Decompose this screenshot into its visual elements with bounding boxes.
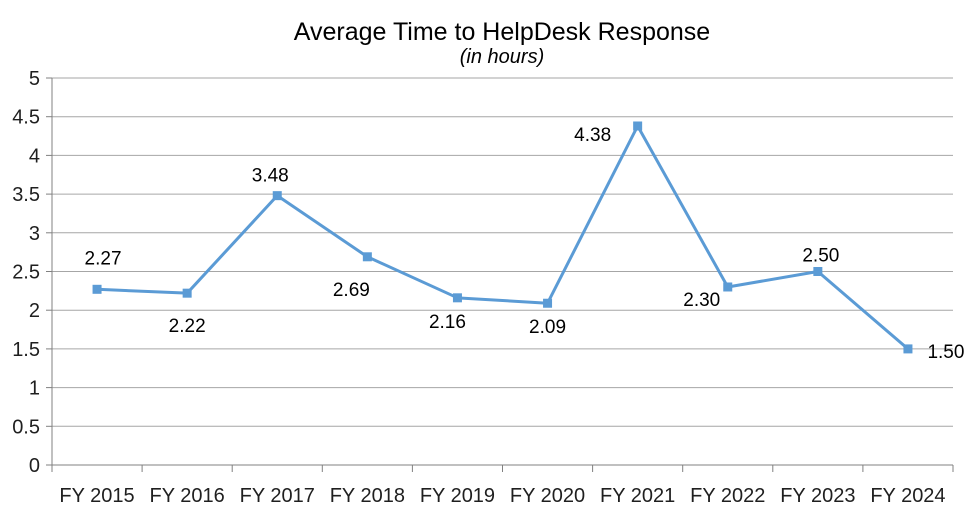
data-point-marker	[182, 288, 192, 298]
data-point-marker	[543, 298, 553, 308]
x-axis-label: FY 2020	[510, 485, 585, 507]
x-axis-label: FY 2019	[420, 485, 495, 507]
y-axis-label: 2.5	[12, 262, 40, 284]
x-axis-label: FY 2018	[330, 485, 405, 507]
series-line	[95, 124, 910, 351]
y-axis-label: 3.5	[12, 184, 40, 206]
data-point-marker	[272, 191, 282, 201]
data-point-marker	[92, 284, 102, 294]
data-point-marker	[633, 121, 643, 131]
y-axis-label: 0.5	[12, 416, 40, 438]
x-axis-label: FY 2021	[600, 485, 675, 507]
data-label: 2.09	[529, 317, 566, 338]
y-axis-label: 2	[29, 300, 40, 322]
x-axis-label: FY 2016	[150, 485, 225, 507]
y-axis-label: 5	[29, 68, 40, 90]
data-label: 2.27	[85, 248, 122, 269]
data-point-marker	[723, 282, 733, 292]
x-axis-label: FY 2015	[59, 485, 134, 507]
y-axis-label: 0	[29, 455, 40, 477]
x-axis-label: FY 2023	[780, 485, 855, 507]
data-point-marker	[452, 293, 462, 303]
chart-subtitle: (in hours)	[460, 46, 544, 68]
data-point-marker	[903, 344, 913, 354]
chart-title: Average Time to HelpDesk Response	[294, 18, 710, 46]
y-axis-label: 3	[29, 223, 40, 245]
y-axis-label: 4.5	[12, 107, 40, 129]
data-label: 4.38	[574, 125, 611, 146]
y-axis-label: 1.5	[12, 339, 40, 361]
data-label: 3.48	[252, 166, 289, 187]
x-axis-label: FY 2024	[870, 485, 945, 507]
y-axis-label: 4	[29, 145, 40, 167]
data-label: 2.16	[429, 312, 466, 333]
y-axis-label: 1	[29, 378, 40, 400]
data-label: 2.22	[169, 316, 206, 337]
data-label: 1.50	[927, 342, 964, 363]
x-axis-label: FY 2017	[240, 485, 315, 507]
data-label: 2.50	[802, 246, 839, 267]
data-label: 2.69	[333, 280, 370, 301]
x-axis-label: FY 2022	[690, 485, 765, 507]
data-point-marker	[813, 267, 823, 276]
data-point-marker	[362, 252, 372, 262]
plot-area: 0 0.5 1 1.5 2 2.5 3 3.5 4 4.5 5 FY 2015 FY 2016 FY 20…	[12, 68, 964, 507]
data-label: 2.30	[683, 290, 720, 311]
